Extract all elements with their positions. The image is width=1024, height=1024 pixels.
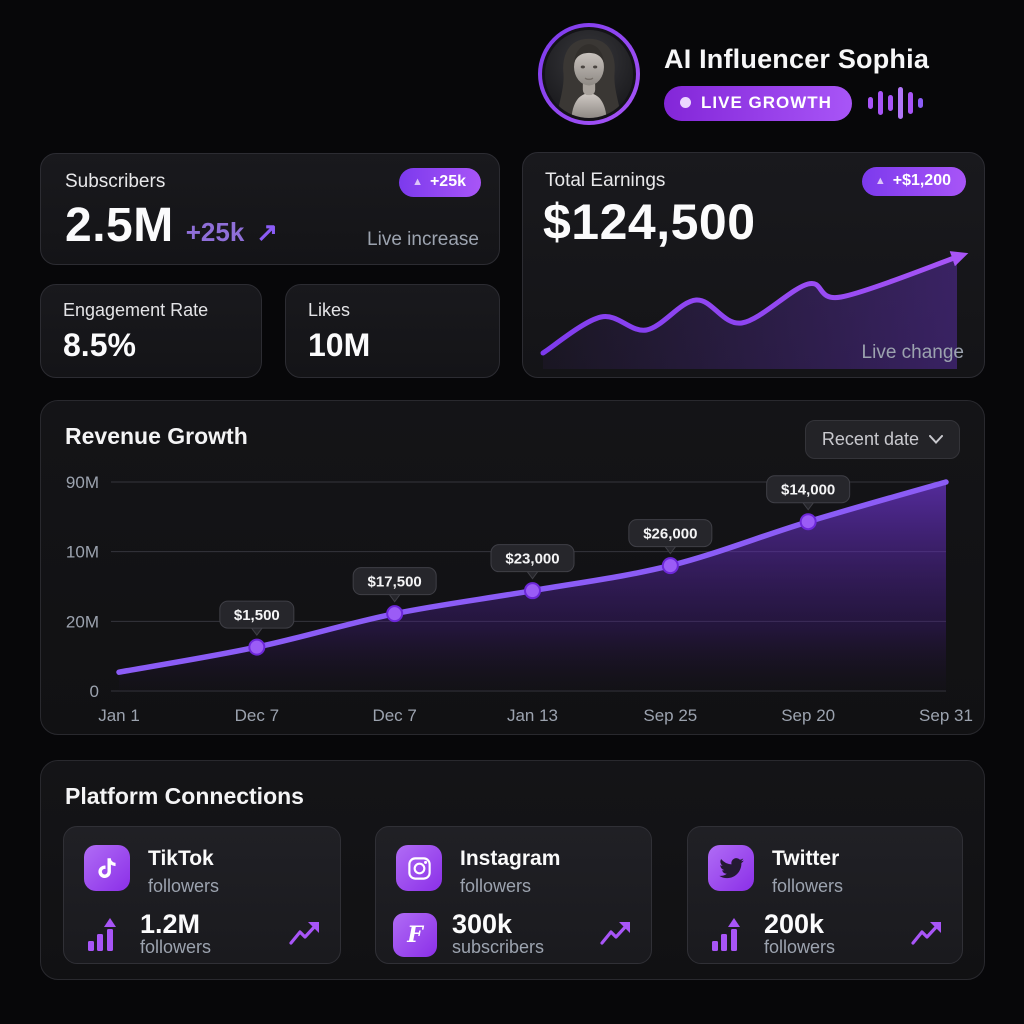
platform-subtitle: followers (772, 876, 844, 896)
live-dot-icon (680, 97, 691, 108)
earnings-label: Total Earnings (545, 170, 666, 191)
svg-text:Sep 31: Sep 31 (919, 706, 973, 725)
avatar-photo (542, 27, 636, 121)
earnings-caption: Live change (861, 342, 964, 363)
chevron-down-icon (929, 435, 943, 444)
subscribers-label: Subscribers (65, 171, 166, 192)
twitter-icon (708, 845, 754, 891)
platform-value-label: followers (140, 937, 212, 957)
svg-text:F: F (406, 922, 424, 948)
platform-connections-panel: Platform Connections TikTok followers 1.… (40, 760, 985, 980)
earnings-delta-badge: ▲ +$1,200 (861, 167, 966, 196)
subscribers-delta: +25k (185, 217, 245, 247)
engagement-value: 8.5% (63, 327, 136, 363)
svg-text:$17,500: $17,500 (368, 574, 422, 591)
svg-text:$14,000: $14,000 (781, 482, 835, 499)
likes-label: Likes (308, 300, 351, 320)
header-badge-row: LIVE GROWTH (664, 84, 934, 122)
subscribers-badge-value: +25k (429, 173, 466, 190)
platform-card-instagram[interactable]: Instagram followers F 300k subscribers (375, 826, 652, 964)
earnings-sparkline-chart (540, 251, 969, 369)
svg-text:Jan 13: Jan 13 (507, 706, 558, 725)
svg-text:Sep 25: Sep 25 (643, 706, 697, 725)
svg-text:0: 0 (90, 682, 99, 701)
svg-text:$26,000: $26,000 (643, 526, 697, 543)
instagram-icon (396, 845, 442, 891)
trending-up-icon (289, 922, 319, 945)
platform-card-twitter[interactable]: Twitter followers 200k followers (687, 826, 963, 964)
subscribers-card: Subscribers 2.5M +25k ↗ ▲ +25k Live incr… (40, 153, 500, 265)
earnings-value: $124,500 (543, 194, 756, 250)
live-growth-badge: LIVE GROWTH (664, 85, 852, 121)
engagement-rate-card: Engagement Rate 8.5% (40, 284, 262, 378)
date-range-value: Recent date (821, 429, 919, 449)
platform-value: 200k (764, 909, 825, 939)
svg-text:Dec 7: Dec 7 (235, 706, 279, 725)
platform-name: Instagram (460, 847, 561, 870)
total-earnings-card: Total Earnings $124,500 ▲ +$1,200 Li (522, 152, 985, 378)
platform-name: TikTok (148, 847, 214, 870)
tiktok-icon (84, 845, 130, 891)
platform-connections-title: Platform Connections (65, 783, 304, 809)
bar-chart-up-icon (80, 913, 126, 957)
svg-text:Dec 7: Dec 7 (372, 706, 416, 725)
svg-text:Sep 20: Sep 20 (781, 706, 835, 725)
bar-chart-up-icon (704, 913, 750, 957)
platform-value: 1.2M (140, 909, 201, 939)
svg-text:20M: 20M (66, 612, 99, 631)
trending-up-icon (911, 922, 941, 945)
platform-card-tiktok[interactable]: TikTok followers 1.2M followers (63, 826, 341, 964)
facebook-icon: F (393, 913, 437, 957)
earnings-badge-value: +$1,200 (892, 172, 951, 189)
subscribers-delta-badge: ▲ +25k (399, 168, 481, 197)
revenue-growth-title: Revenue Growth (65, 423, 248, 449)
subscribers-value: 2.5M (65, 199, 174, 252)
engagement-label: Engagement Rate (63, 300, 209, 320)
svg-text:$1,500: $1,500 (234, 607, 280, 624)
platform-subtitle: followers (460, 876, 532, 896)
svg-text:90M: 90M (66, 473, 99, 492)
date-range-dropdown[interactable]: Recent date (804, 420, 960, 459)
up-triangle-icon: ▲ (412, 176, 423, 188)
platform-subtitle: followers (148, 876, 220, 896)
svg-text:$23,000: $23,000 (505, 551, 559, 568)
trending-up-icon (600, 922, 630, 945)
profile-name: AI Influencer Sophia (664, 44, 930, 74)
up-right-arrow-icon: ↗ (256, 217, 279, 247)
up-triangle-icon: ▲ (874, 175, 886, 187)
portrait-image (545, 30, 633, 118)
svg-text:10M: 10M (66, 543, 99, 562)
platform-name: Twitter (772, 847, 840, 870)
revenue-growth-panel: Revenue Growth Recent date 90M 10M 20M 0 Jan… (40, 400, 985, 735)
svg-text:Jan 1: Jan 1 (98, 706, 140, 725)
subscribers-caption: Live increase (367, 229, 479, 250)
avatar[interactable] (538, 23, 640, 125)
platform-value-label: followers (764, 937, 836, 957)
live-growth-label: LIVE GROWTH (701, 92, 832, 112)
likes-value: 10M (308, 327, 371, 363)
likes-card: Likes 10M (285, 284, 500, 378)
waveform-icon (867, 87, 923, 119)
platform-value-label: subscribers (452, 937, 545, 957)
platform-value: 300k (452, 909, 513, 939)
